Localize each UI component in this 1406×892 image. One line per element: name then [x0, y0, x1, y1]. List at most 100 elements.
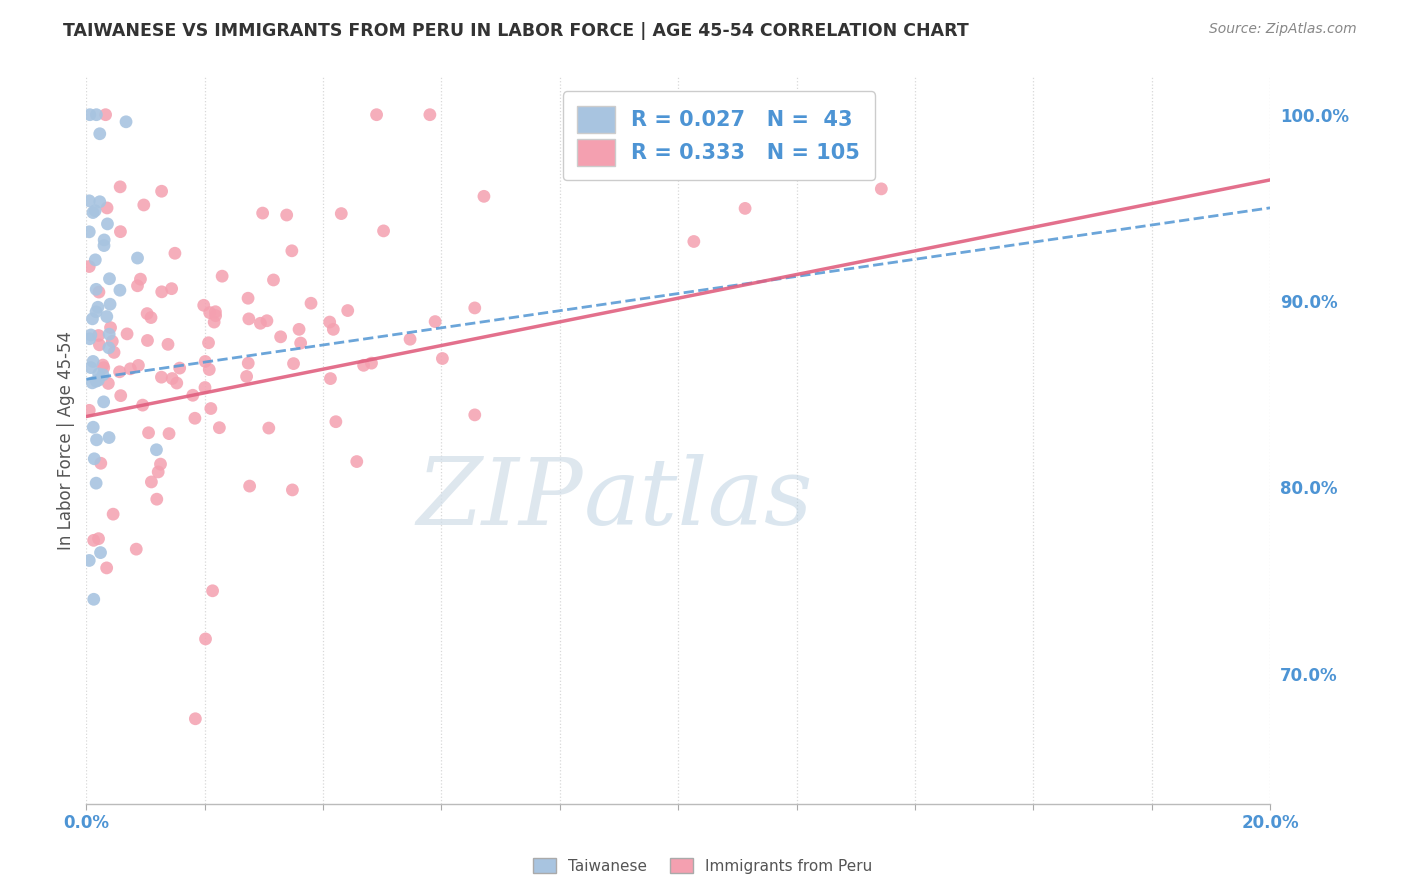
- Point: [115, 115, 138, 129]
- Text: ZIP: ZIP: [416, 454, 583, 544]
- Point: [87, 328, 110, 343]
- Point: [472, 189, 495, 203]
- Point: [93, 238, 115, 252]
- Point: [204, 309, 226, 323]
- Point: [238, 356, 260, 370]
- Point: [138, 425, 160, 440]
- Point: [82, 376, 104, 390]
- Point: [110, 389, 132, 403]
- Point: [98, 431, 121, 445]
- Point: [157, 426, 180, 441]
- Point: [127, 278, 149, 293]
- Point: [97, 376, 120, 391]
- Point: [322, 322, 344, 336]
- Point: [98, 327, 121, 342]
- Point: [77, 260, 100, 274]
- Point: [87, 300, 110, 314]
- Point: [366, 108, 388, 122]
- Point: [87, 532, 110, 546]
- Point: [211, 269, 233, 284]
- Point: [236, 291, 259, 305]
- Point: [84, 305, 107, 319]
- Point: [204, 304, 226, 318]
- Point: [148, 465, 170, 479]
- Point: [169, 361, 191, 376]
- Point: [194, 380, 217, 394]
- Point: [683, 124, 706, 138]
- Point: [86, 108, 108, 122]
- Point: [141, 475, 163, 489]
- Point: [127, 359, 149, 373]
- Point: [319, 371, 342, 385]
- Point: [84, 282, 107, 296]
- Point: [734, 202, 756, 216]
- Point: [136, 307, 159, 321]
- Point: [399, 332, 422, 346]
- Point: [108, 365, 131, 379]
- Point: [146, 492, 169, 507]
- Point: [145, 442, 167, 457]
- Legend: R = 0.027   N =  43, R = 0.333   N = 105: R = 0.027 N = 43, R = 0.333 N = 105: [562, 92, 875, 180]
- Point: [870, 182, 893, 196]
- Point: [82, 420, 104, 434]
- Point: [87, 373, 110, 387]
- Point: [193, 298, 215, 312]
- Point: [330, 206, 353, 220]
- Point: [89, 338, 111, 352]
- Point: [96, 201, 118, 215]
- Point: [91, 358, 114, 372]
- Point: [93, 395, 115, 409]
- Point: [132, 198, 155, 212]
- Point: [198, 362, 221, 376]
- Point: [84, 476, 107, 491]
- Point: [288, 322, 311, 336]
- Point: [97, 341, 120, 355]
- Point: [100, 320, 122, 334]
- Point: [86, 433, 108, 447]
- Point: [156, 337, 179, 351]
- Point: [89, 127, 111, 141]
- Point: [238, 311, 260, 326]
- Point: [197, 335, 219, 350]
- Point: [360, 356, 382, 370]
- Point: [181, 388, 204, 402]
- Point: [257, 421, 280, 435]
- Point: [682, 235, 704, 249]
- Point: [166, 376, 188, 390]
- Point: [419, 108, 441, 122]
- Point: [103, 345, 125, 359]
- Point: [77, 194, 100, 208]
- Point: [373, 224, 395, 238]
- Point: [423, 315, 446, 329]
- Point: [108, 179, 131, 194]
- Point: [125, 542, 148, 557]
- Point: [149, 457, 172, 471]
- Point: [94, 108, 117, 122]
- Point: [87, 367, 110, 381]
- Point: [101, 507, 124, 521]
- Point: [129, 272, 152, 286]
- Point: [93, 233, 115, 247]
- Point: [283, 357, 305, 371]
- Point: [150, 370, 173, 384]
- Point: [235, 369, 257, 384]
- Point: [346, 454, 368, 468]
- Y-axis label: In Labor Force | Age 45-54: In Labor Force | Age 45-54: [58, 331, 75, 550]
- Point: [252, 206, 274, 220]
- Point: [249, 316, 271, 330]
- Point: [270, 330, 292, 344]
- Point: [120, 361, 142, 376]
- Point: [256, 314, 278, 328]
- Point: [82, 205, 104, 219]
- Point: [150, 285, 173, 299]
- Point: [77, 225, 100, 239]
- Point: [80, 360, 103, 375]
- Point: [89, 546, 111, 560]
- Point: [90, 456, 112, 470]
- Point: [201, 583, 224, 598]
- Point: [464, 408, 486, 422]
- Point: [80, 328, 103, 343]
- Point: [276, 208, 298, 222]
- Point: [239, 479, 262, 493]
- Point: [82, 311, 104, 326]
